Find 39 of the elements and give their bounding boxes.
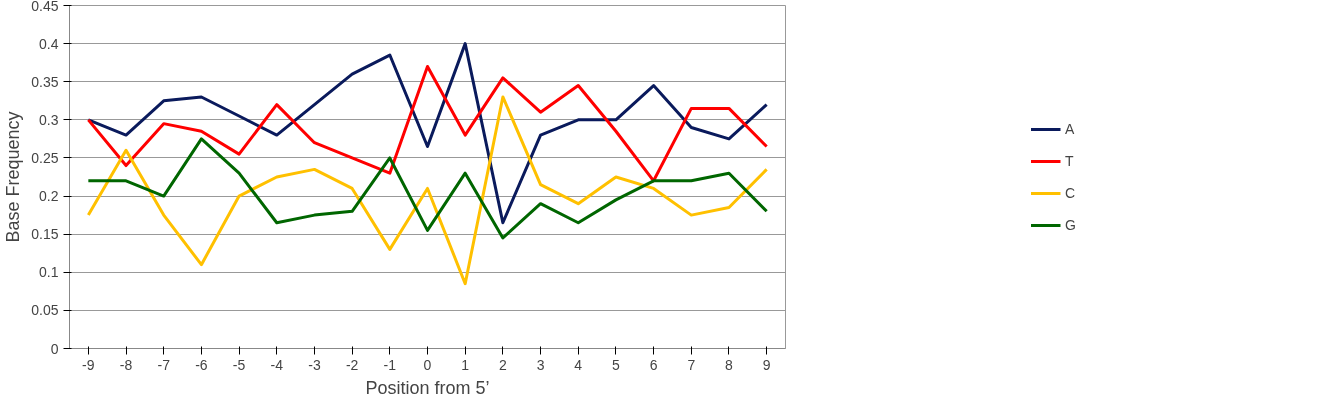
- x-tick-label: 4: [574, 356, 583, 373]
- legend-label: G: [1065, 216, 1077, 233]
- y-tick-label: 0.15: [31, 226, 59, 243]
- x-tick-label: -5: [232, 356, 246, 373]
- x-tick-label: -7: [157, 356, 171, 373]
- y-tick-label: 0.2: [39, 188, 59, 205]
- legend-label: A: [1065, 120, 1076, 137]
- line-series: [86, 137, 769, 240]
- x-tick-label: 6: [649, 356, 658, 373]
- line-series: [86, 64, 769, 183]
- x-tick-label: -1: [383, 356, 397, 373]
- x-tick-label: 9: [762, 356, 771, 373]
- line-series: [86, 42, 769, 225]
- x-tick-label: 8: [725, 356, 734, 373]
- y-tick-label: 0.25: [31, 149, 59, 166]
- x-tick-label: -9: [82, 356, 95, 373]
- x-tick-label: 5: [612, 356, 621, 373]
- line-series: [86, 95, 769, 286]
- x-tick-label: -4: [270, 356, 284, 373]
- legend-label: C: [1065, 184, 1077, 201]
- y-tick-label: 0.35: [31, 73, 59, 90]
- y-tick-label: 0.45: [31, 0, 59, 14]
- y-tick-label: 0.3: [39, 111, 59, 128]
- x-tick-label: -2: [345, 356, 359, 373]
- y-tick-label: 0.05: [31, 302, 59, 319]
- y-tick-label: 0: [50, 340, 59, 357]
- y-tick-label: 0.4: [39, 35, 59, 52]
- x-tick-label: 2: [498, 356, 507, 373]
- x-tick-label: 7: [687, 356, 696, 373]
- x-axis-title: Position from 5’: [365, 377, 490, 398]
- y-tick-label: 0.1: [39, 264, 59, 281]
- x-tick-label: 0: [423, 356, 432, 373]
- x-tick-label: 3: [536, 356, 545, 373]
- x-tick-label: -3: [308, 356, 321, 373]
- y-axis-title: Base Frequency: [3, 111, 24, 243]
- x-tick-label: -6: [195, 356, 208, 373]
- x-tick-label: 1: [461, 356, 470, 373]
- legend-label: T: [1065, 152, 1075, 169]
- x-tick-label: -8: [119, 356, 133, 373]
